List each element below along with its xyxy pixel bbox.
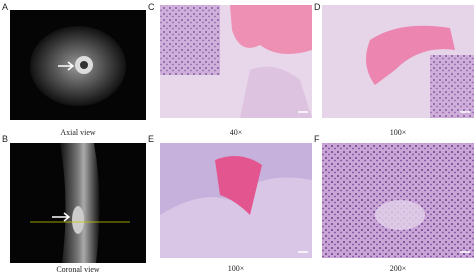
panel-b — [10, 143, 146, 263]
panel-caption: 40× — [230, 128, 243, 137]
panel-letter: D — [314, 2, 321, 12]
panel-f — [322, 143, 474, 258]
tissue — [160, 5, 220, 75]
panel-letter: A — [2, 2, 8, 12]
panel-e — [160, 143, 312, 258]
panel-a — [10, 10, 146, 120]
panel-letter: B — [2, 134, 8, 144]
panel-caption: Coronal view — [56, 265, 100, 274]
panel-letter: C — [148, 2, 155, 12]
bone — [215, 156, 262, 215]
bone — [366, 25, 455, 85]
panel-letter: E — [148, 134, 154, 144]
tissue — [430, 55, 474, 118]
panel-letter: F — [314, 134, 320, 144]
stroma — [375, 200, 425, 230]
panel-caption: 200× — [390, 264, 407, 273]
arrow — [58, 61, 75, 71]
tissue — [240, 66, 312, 118]
limb-coronal — [60, 143, 100, 263]
panel-caption: Axial view — [60, 128, 96, 137]
panel-caption: 100× — [228, 264, 245, 273]
lesion-core — [80, 61, 88, 69]
panel-c — [160, 5, 312, 118]
lesion — [72, 206, 84, 234]
arrow — [52, 212, 71, 222]
bone — [230, 5, 312, 54]
panel-caption: 100× — [390, 128, 407, 137]
panel-d — [322, 5, 474, 118]
